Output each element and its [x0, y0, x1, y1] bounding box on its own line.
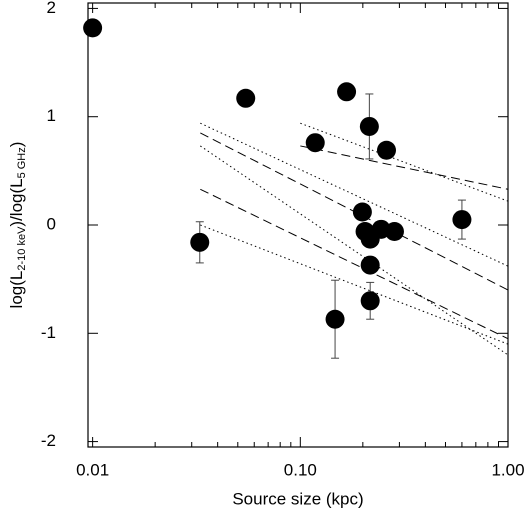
x-tick-label: 0.10 — [284, 460, 317, 479]
y-label-part: )/log(L — [7, 178, 26, 226]
model-line — [300, 122, 509, 202]
model-line — [300, 145, 509, 190]
y-label-part: log(L — [7, 271, 26, 309]
y-tick-label: 2 — [47, 0, 56, 17]
x-axis-label: Source size (kpc) — [232, 489, 363, 508]
model-line — [200, 122, 509, 267]
data-point — [305, 133, 325, 153]
y-label-subscript: 5 GHz — [16, 147, 28, 178]
y-tick-label: 0 — [47, 214, 56, 233]
x-tick-label: 1.00 — [491, 460, 524, 479]
model-line — [200, 188, 509, 340]
data-point — [352, 202, 372, 222]
y-label-part: ) — [7, 142, 26, 148]
data-point — [360, 291, 380, 311]
data-point — [384, 221, 404, 241]
y-tick-label: 1 — [47, 106, 56, 125]
y-label-subscript: 2-10 keV — [16, 226, 28, 271]
model-line — [200, 145, 509, 356]
data-point — [337, 82, 357, 102]
data-point — [452, 210, 472, 230]
model-line — [200, 224, 509, 345]
y-tick-label: -2 — [41, 431, 56, 450]
plot-frame — [87, 2, 509, 448]
data-point — [83, 18, 103, 38]
y-tick-label: -1 — [41, 323, 56, 342]
data-point — [359, 116, 379, 136]
data-point — [190, 232, 210, 252]
data-point — [325, 309, 345, 329]
data-point — [236, 88, 256, 108]
data-point — [376, 140, 396, 160]
x-tick-label: 0.01 — [76, 460, 109, 479]
y-axis-label: log(L2-10 keV)/log(L5 GHz) — [7, 142, 27, 309]
data-point — [360, 255, 380, 275]
